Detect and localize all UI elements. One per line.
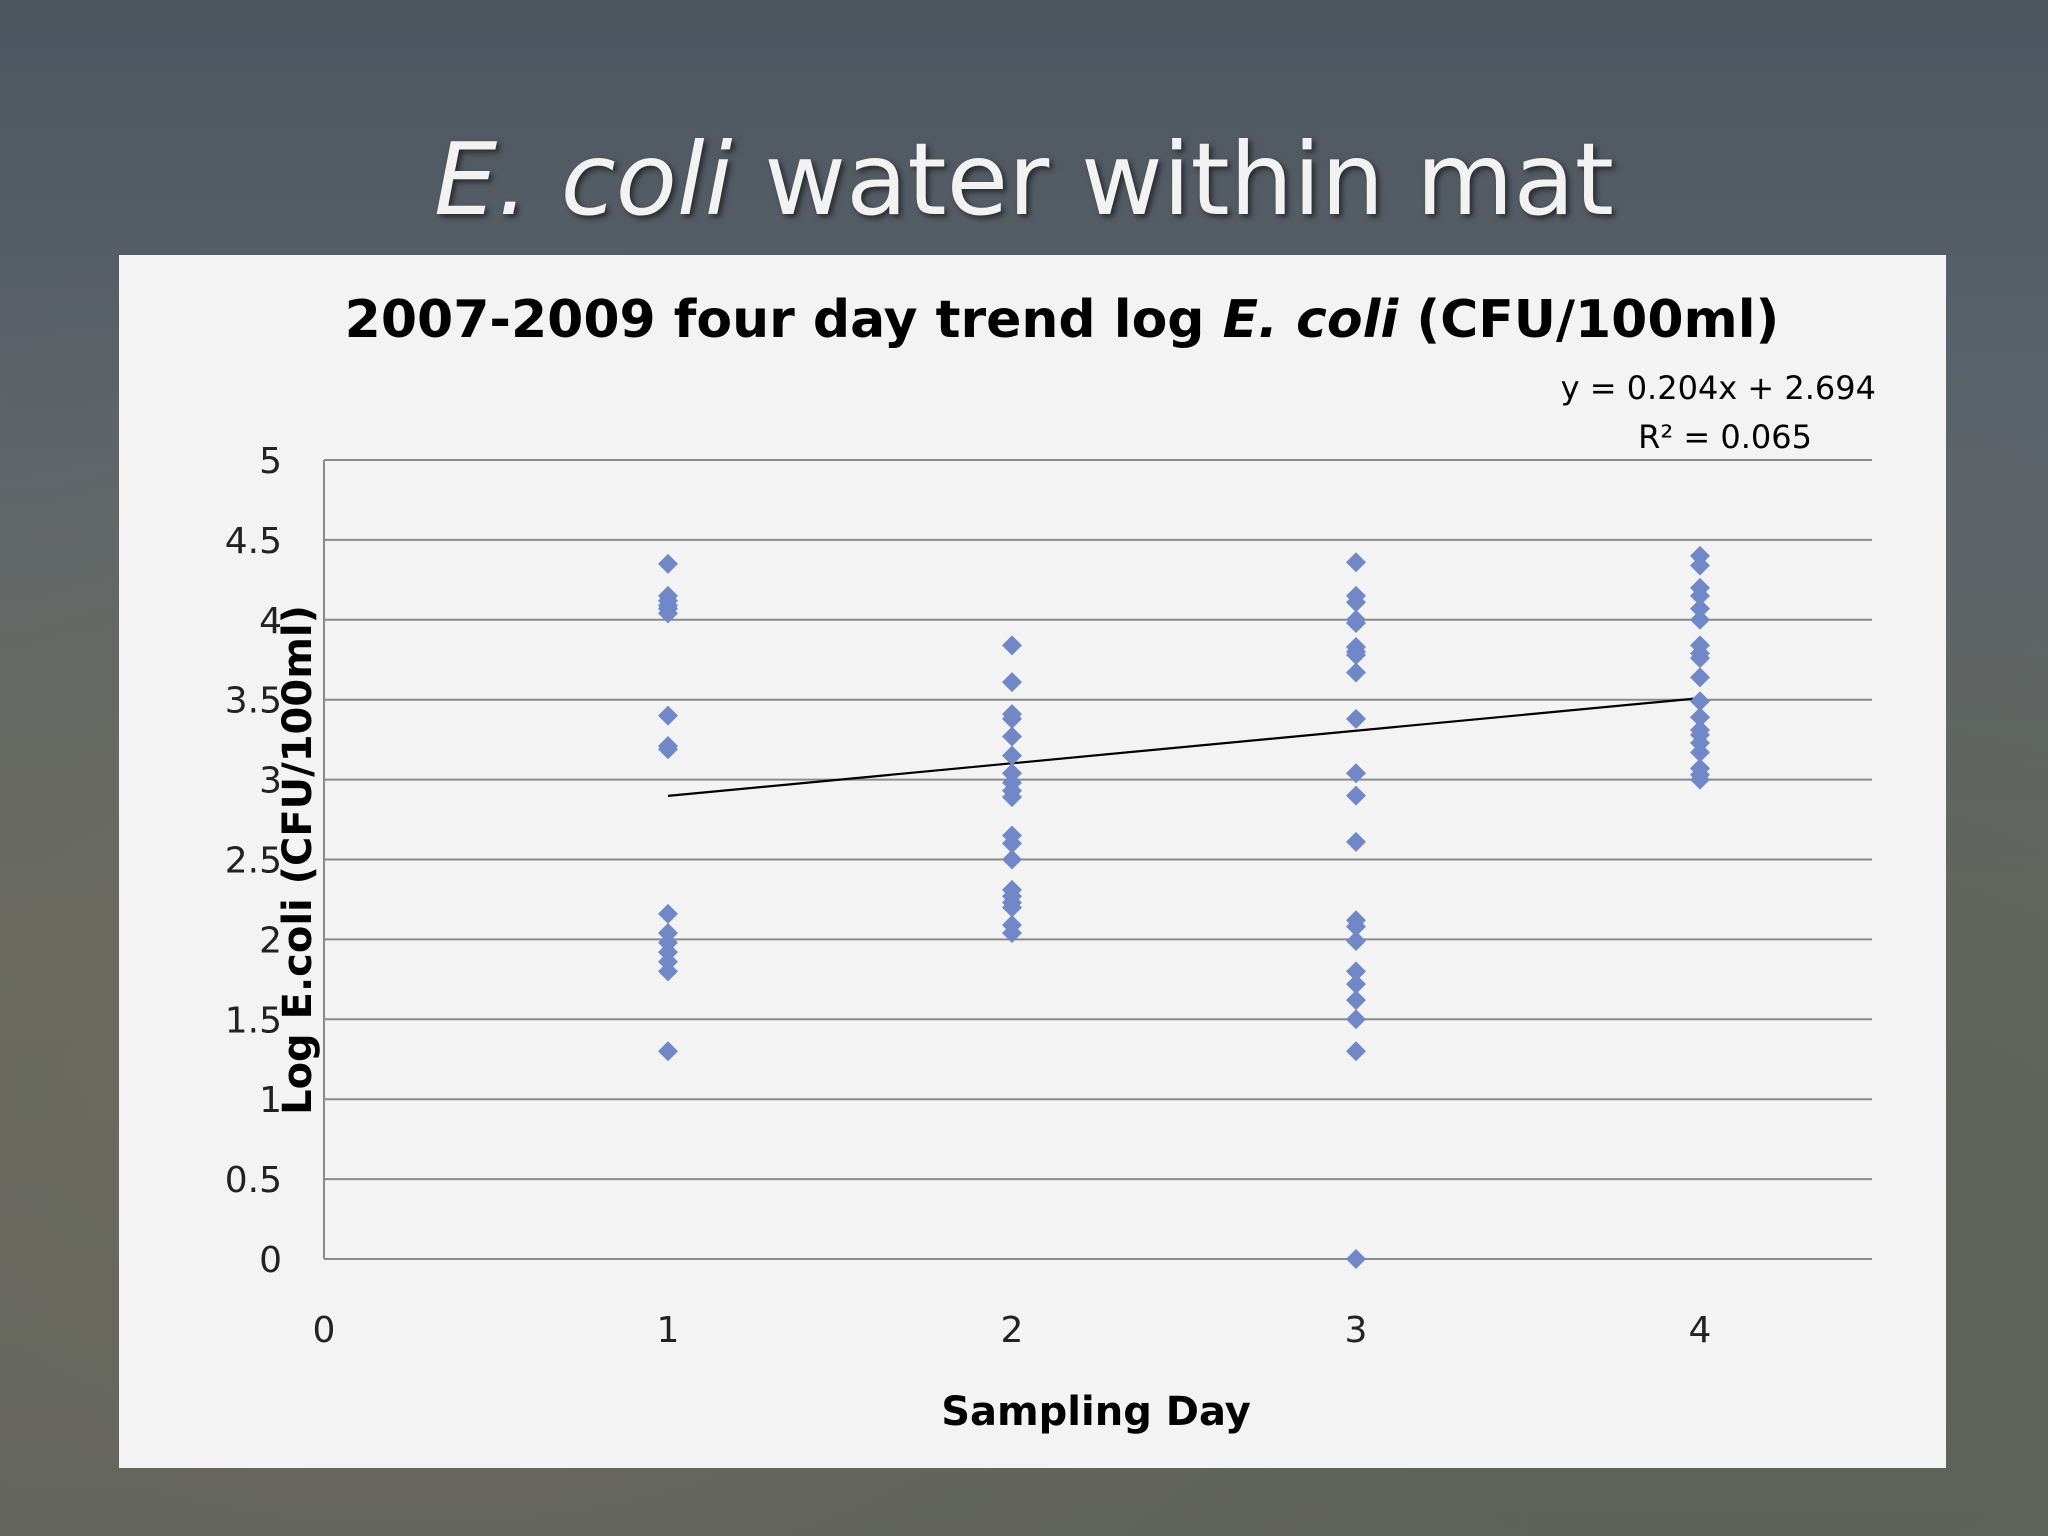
slide-title-rest: water within mat <box>732 121 1614 238</box>
data-point <box>1690 598 1710 619</box>
data-point <box>1346 612 1366 633</box>
trendline-equation: y = 0.204x + 2.694 <box>1561 369 1876 407</box>
data-points <box>658 545 1710 1269</box>
data-point <box>1346 831 1366 852</box>
y-axis-ticks: 0 0.5 1 1.5 2 2.5 3 3.5 4 4.5 5 <box>225 441 282 1281</box>
slide-title-italic: E. coli <box>434 121 733 238</box>
y-tick-label: 4 <box>259 601 282 642</box>
data-point <box>1002 745 1022 766</box>
y-tick-label: 3.5 <box>225 681 282 722</box>
data-point <box>1690 707 1710 728</box>
slide-title: E. coli water within mat <box>0 125 2048 235</box>
trendline-layer <box>667 697 1701 797</box>
y-tick-label: 1 <box>259 1080 282 1121</box>
data-point <box>1346 1249 1366 1269</box>
data-point <box>1690 585 1710 606</box>
data-point <box>1690 742 1710 763</box>
y-tick-label: 4.5 <box>225 521 282 562</box>
y-tick-label: 5 <box>259 441 282 482</box>
data-point <box>1002 708 1022 729</box>
y-tick-label: 3 <box>259 761 282 802</box>
data-point <box>1346 552 1366 573</box>
data-point <box>1002 787 1022 808</box>
data-point <box>1002 849 1022 870</box>
data-point <box>1346 961 1366 982</box>
x-tick-label: 0 <box>313 1310 336 1351</box>
data-point <box>1002 833 1022 854</box>
data-point <box>658 1041 678 1062</box>
chart-title-suffix: (CFU/100ml) <box>1398 290 1779 350</box>
data-point <box>1346 990 1366 1011</box>
data-point <box>1346 785 1366 806</box>
y-tick-label: 2 <box>259 920 282 961</box>
x-axis-label: Sampling Day <box>941 1389 1251 1435</box>
data-point <box>1346 1009 1366 1030</box>
data-point <box>1690 555 1710 576</box>
data-point <box>658 961 678 982</box>
data-point <box>1346 708 1366 729</box>
data-point <box>658 705 678 726</box>
x-tick-label: 2 <box>1001 1310 1024 1351</box>
data-point <box>1346 662 1366 683</box>
data-point <box>1002 672 1022 693</box>
x-tick-label: 4 <box>1689 1310 1712 1351</box>
x-axis-ticks: 0 1 2 3 4 <box>313 1310 1712 1351</box>
x-tick-label: 3 <box>1345 1310 1368 1351</box>
data-point <box>1002 923 1022 944</box>
data-point <box>1002 726 1022 747</box>
x-tick-label: 1 <box>657 1310 680 1351</box>
scatter-chart: 2007-2009 four day trend log E. coli (CF… <box>225 290 1876 1435</box>
chart-title: 2007-2009 four day trend log E. coli (CF… <box>345 290 1780 350</box>
data-point <box>1346 1041 1366 1062</box>
chart-title-prefix: 2007-2009 four day trend log <box>345 290 1223 350</box>
data-point <box>1002 897 1022 918</box>
data-point <box>1690 769 1710 790</box>
data-point <box>658 603 678 624</box>
y-tick-label: 2.5 <box>225 841 282 882</box>
trendline <box>667 697 1701 797</box>
trendline-r2: R² = 0.065 <box>1638 418 1812 456</box>
y-tick-label: 0 <box>259 1240 282 1281</box>
data-point <box>1346 644 1366 665</box>
chart-panel: 2007-2009 four day trend log E. coli (CF… <box>119 255 1946 1468</box>
data-point <box>1690 609 1710 630</box>
data-point <box>658 553 678 574</box>
data-point <box>1002 635 1022 656</box>
data-point <box>1346 763 1366 784</box>
y-axis-label: Log E.coli (CFU/100ml) <box>275 605 321 1115</box>
y-tick-label: 0.5 <box>225 1160 282 1201</box>
data-point <box>1690 667 1710 688</box>
data-point <box>1690 691 1710 712</box>
data-point <box>658 903 678 924</box>
y-tick-label: 1.5 <box>225 1000 282 1041</box>
chart-title-italic: E. coli <box>1223 290 1400 350</box>
data-point <box>1346 930 1366 951</box>
data-point <box>658 739 678 760</box>
data-point <box>1346 974 1366 995</box>
data-point <box>1346 592 1366 613</box>
gridlines <box>323 459 1872 1260</box>
data-point <box>1690 648 1710 669</box>
data-point <box>1346 916 1366 937</box>
